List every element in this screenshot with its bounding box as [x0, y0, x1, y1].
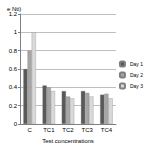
svg-text:Day 1: Day 1	[130, 61, 143, 67]
svg-text:Day 2: Day 2	[130, 72, 143, 78]
svg-text:Day 3: Day 3	[130, 83, 143, 89]
svg-text:0.6: 0.6	[9, 66, 18, 72]
svg-text:0: 0	[14, 121, 18, 127]
svg-text:1.2: 1.2	[8, 11, 17, 17]
svg-text:TC3: TC3	[82, 127, 94, 133]
svg-text:1: 1	[14, 29, 18, 35]
svg-text:0.8: 0.8	[9, 48, 18, 54]
svg-text:Test concentrations: Test concentrations	[42, 138, 94, 144]
svg-text:C: C	[27, 127, 32, 133]
svg-text:0.4: 0.4	[9, 84, 18, 90]
svg-text:e Nti): e Nti)	[7, 6, 21, 12]
svg-text:0.2: 0.2	[9, 103, 18, 109]
svg-text:TC1: TC1	[43, 127, 55, 133]
svg-text:TC2: TC2	[62, 127, 74, 133]
svg-text:TC4: TC4	[101, 127, 113, 133]
